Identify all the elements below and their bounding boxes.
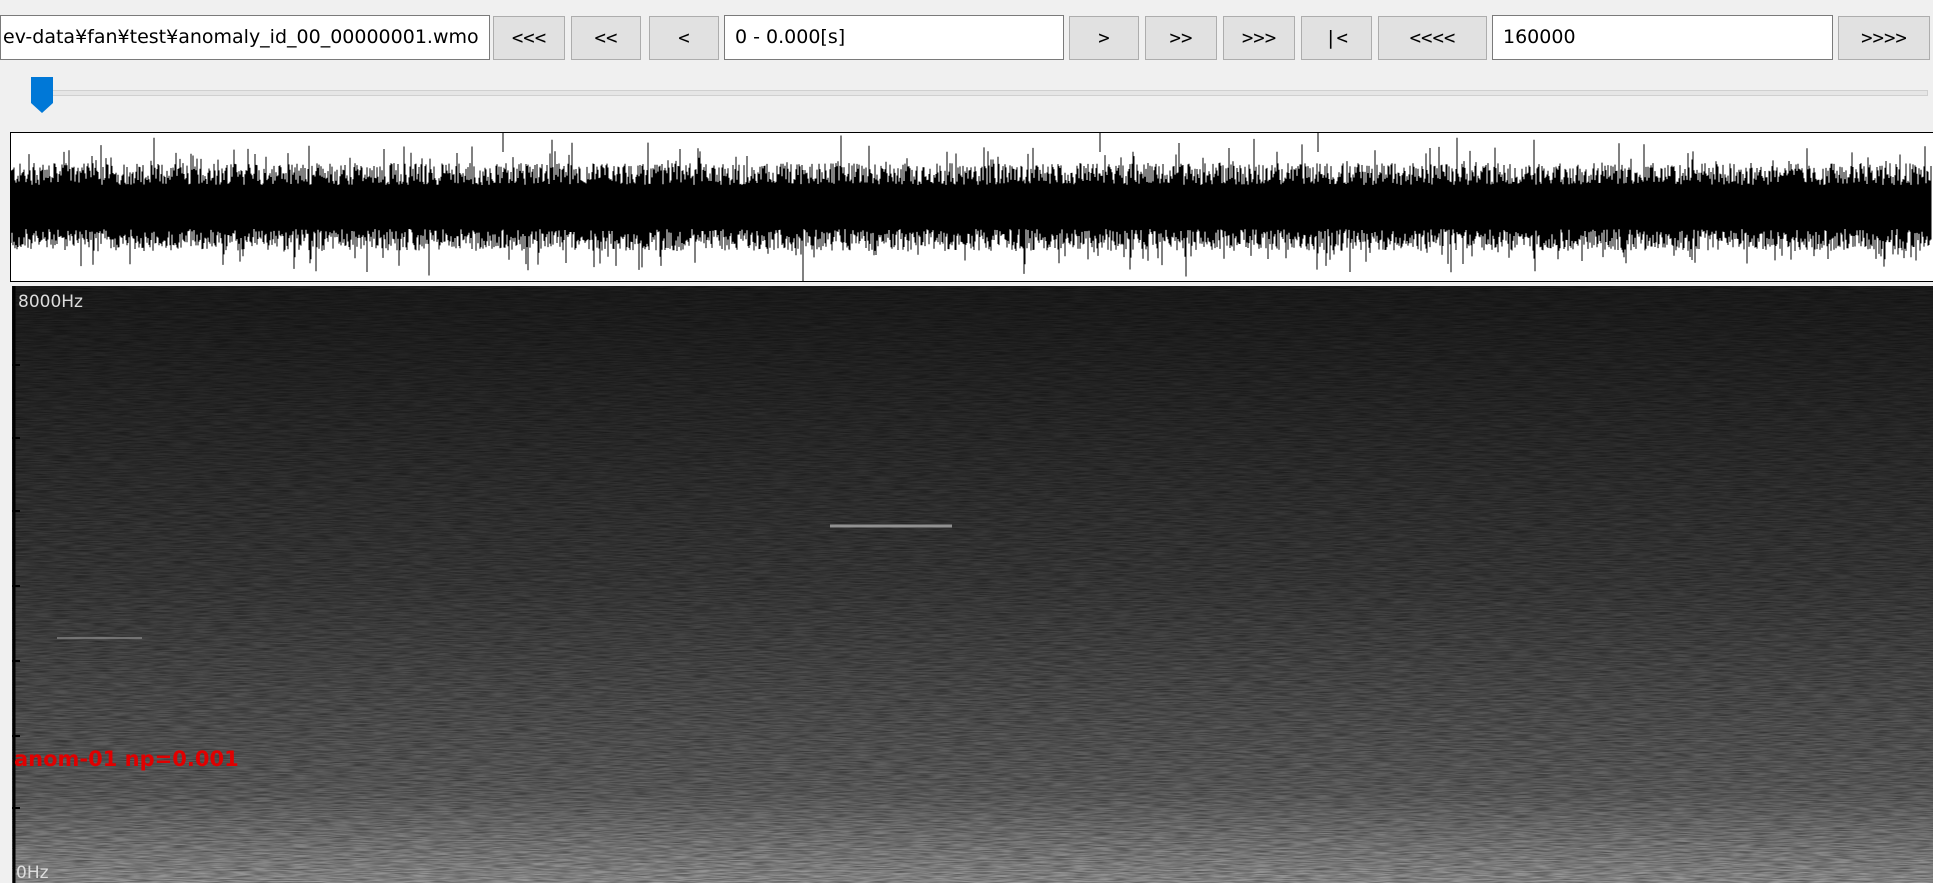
file-path-field[interactable]: ev-data¥fan¥test¥anomaly_id_00_00000001.… [0,15,490,60]
button[interactable]: > [1069,16,1139,60]
button[interactable]: << [571,16,641,60]
spectrogram: 8000Hz 0Hz anom-01 np=0.001 [12,286,1933,883]
freq-top-label: 8000Hz [18,292,83,312]
anomaly-label: anom-01 np=0.001 [14,747,239,771]
button[interactable]: <<< [493,16,565,60]
freq-bottom-label: 0Hz [16,863,49,883]
button[interactable]: |< [1301,16,1372,60]
slider-thumb[interactable] [30,76,54,114]
button[interactable]: >> [1145,16,1217,60]
button[interactable]: <<<< [1378,16,1487,60]
button[interactable]: < [649,16,719,60]
button[interactable]: >>>> [1838,16,1930,60]
waveform [10,132,1933,282]
time-range-field[interactable]: 0 - 0.000[s] [724,15,1064,60]
button[interactable]: >>> [1223,16,1295,60]
sample-count-field[interactable]: 160000 [1492,15,1833,60]
slider-track [40,90,1928,96]
app-window: ev-data¥fan¥test¥anomaly_id_00_00000001.… [0,0,1933,883]
